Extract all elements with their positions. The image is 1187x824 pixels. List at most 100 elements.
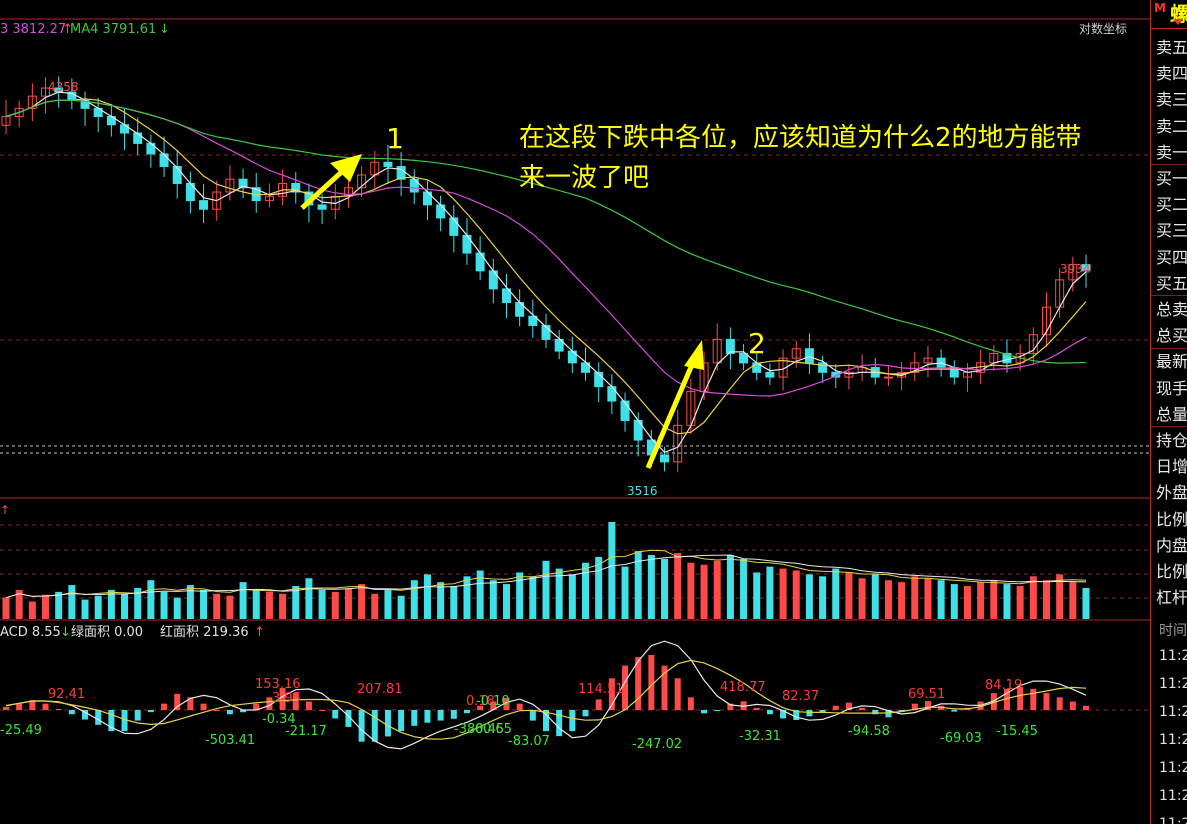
macd-bar <box>569 710 576 732</box>
scale-mode-label[interactable]: 对数坐标 <box>1079 21 1127 36</box>
quote-field-label: 最新 <box>1156 352 1187 372</box>
volume-bars <box>2 522 1090 619</box>
quote-field-label: 杠杆 <box>1156 588 1187 608</box>
volume-bar <box>990 580 998 619</box>
volume-bar <box>911 576 919 619</box>
macd-bar <box>490 701 497 710</box>
macd-bar <box>780 710 787 719</box>
candle-body <box>1 116 11 126</box>
quote-field-label: 持仓 <box>1156 431 1187 450</box>
volume-bar <box>2 597 10 619</box>
candle-body <box>804 348 814 364</box>
candle-body <box>449 217 459 236</box>
macd-bar <box>463 710 470 714</box>
volume-bar <box>937 580 945 619</box>
macd-bar <box>1017 686 1024 710</box>
price-high-left-label: 4358 <box>48 80 79 94</box>
price-high-right-label: 3934 <box>1060 262 1091 276</box>
candle-body <box>594 371 604 388</box>
quote-field-label: 比例 <box>1156 509 1187 529</box>
volume-bar <box>516 572 524 619</box>
candle-body <box>791 348 801 359</box>
candle-body <box>923 357 933 364</box>
macd-bar <box>174 693 181 710</box>
macd-bar <box>714 710 721 712</box>
macd-bar <box>543 710 549 732</box>
volume-bar <box>726 554 734 619</box>
macd-bar <box>266 697 273 710</box>
macd-bar <box>42 703 49 710</box>
time-entry: 11:2 <box>1159 760 1187 776</box>
green-area-label: 绿面积 0.00 <box>71 625 143 640</box>
macd-bar <box>859 707 866 710</box>
ma-line <box>5 99 1087 364</box>
quote-field-label: 卖二 <box>1156 116 1187 136</box>
macd-value-label: 153.16 <box>255 677 301 692</box>
macd-dif-line <box>5 640 1087 750</box>
candle-body <box>41 87 51 97</box>
macd-bar <box>845 702 852 710</box>
macd-bar <box>832 705 839 710</box>
candle-body <box>27 95 37 109</box>
volume-bar <box>950 584 958 619</box>
candle-body <box>607 386 617 402</box>
volume-bar <box>1069 582 1077 619</box>
volume-bar <box>292 586 300 619</box>
macd-value-label: 92.41 <box>48 687 85 702</box>
volume-bar <box>805 574 813 619</box>
macd-bar <box>134 710 141 721</box>
candle-body <box>225 178 235 193</box>
candle-body <box>133 132 143 144</box>
volume-bar <box>595 556 603 619</box>
price-chart[interactable]: 3 3812.27 ↑ MA4 3791.61 ↓ 对数坐标 4358 3516… <box>0 0 1150 824</box>
macd-bar <box>595 699 602 710</box>
volume-bar <box>358 584 366 619</box>
macd-bar <box>292 693 299 710</box>
time-panel <box>1151 620 1187 824</box>
volume-bar <box>608 522 616 619</box>
candle-body <box>620 400 630 421</box>
volume-bar <box>700 564 708 619</box>
macd-bar <box>345 710 352 727</box>
quote-field-label: 买四 <box>1156 247 1187 267</box>
volume-bar <box>437 582 445 619</box>
volume-ma-line <box>5 549 1087 599</box>
volume-bar <box>28 601 36 619</box>
ma3-label: 3 3812.27 <box>0 22 66 37</box>
volume-bar <box>173 597 181 619</box>
macd-bar <box>556 710 563 737</box>
volume-bar <box>661 558 669 619</box>
candle-body <box>1081 264 1091 272</box>
macd-value-labels: 92.41 -25.49 153.163.95 -0.34 -503.41 -21.17 2… <box>0 677 1038 752</box>
time-header: 时间 <box>1159 623 1187 639</box>
volume-bar <box>819 576 827 619</box>
volume-bar <box>15 589 23 619</box>
quote-field-label: 外盘 <box>1156 483 1187 503</box>
menu-icon[interactable]: M <box>1154 1 1166 15</box>
macd-bar <box>687 697 694 710</box>
dropdown-caret-icon[interactable] <box>1173 19 1183 25</box>
volume-bar <box>344 587 352 619</box>
macd-header: ACD 8.55 ↓ 绿面积 0.00 红面积 219.36 ↑ <box>0 624 265 640</box>
macd-bar <box>806 710 813 717</box>
macd-bar <box>305 701 312 710</box>
macd-bar <box>371 710 378 742</box>
macd-bar <box>424 710 431 723</box>
macd-bar <box>648 655 655 710</box>
macd-bar <box>819 710 826 713</box>
macd-bar <box>279 688 286 710</box>
volume-bar <box>55 591 63 619</box>
volume-bar <box>147 580 155 619</box>
volume-bar <box>1042 580 1050 619</box>
macd-bar <box>29 700 36 710</box>
volume-bar <box>687 562 695 619</box>
macd-value-label: -69.03 <box>940 731 982 746</box>
volume-bar <box>476 570 484 619</box>
macd-value-label: 3.95 <box>272 691 301 706</box>
volume-bar <box>1029 576 1037 619</box>
macd-value-label: 84.19 <box>985 678 1022 693</box>
volume-bar <box>674 553 682 619</box>
quote-field-label: 总卖 <box>1156 300 1187 319</box>
sidebar-header: M 螺 <box>1151 0 1187 29</box>
volume-bar <box>384 589 392 619</box>
